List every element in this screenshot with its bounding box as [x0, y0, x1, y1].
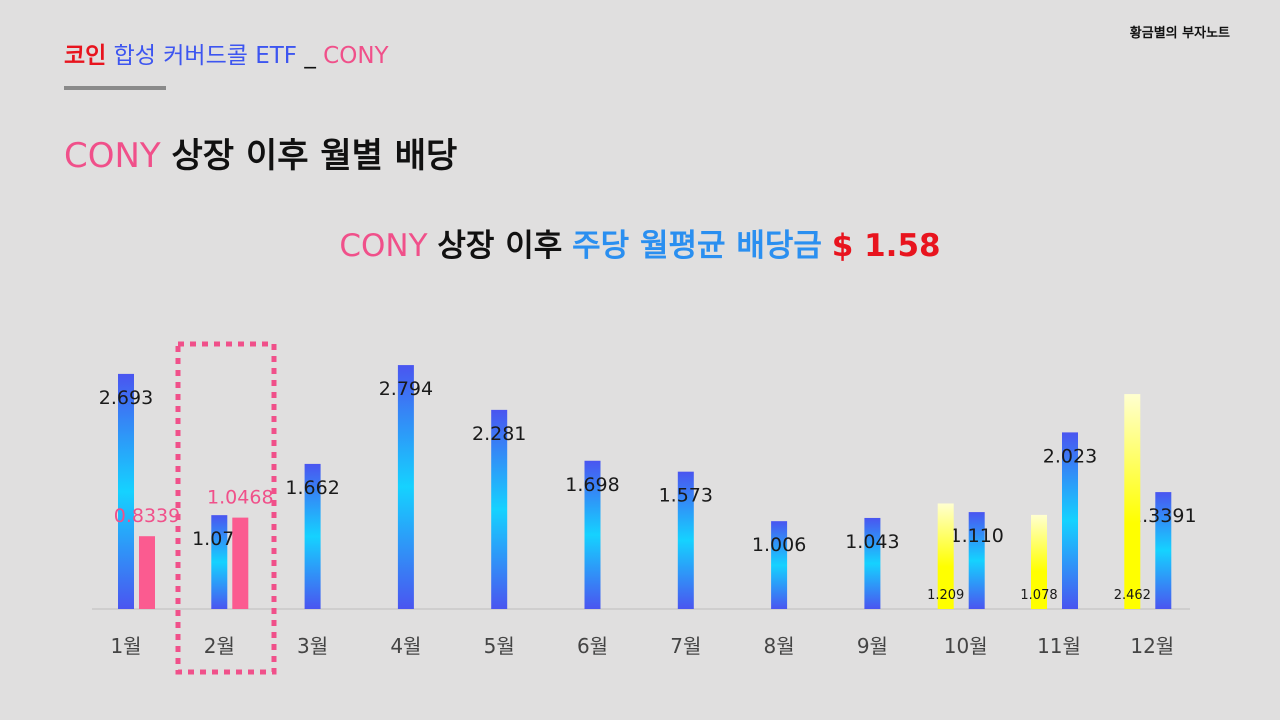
bar-primary	[1155, 492, 1172, 609]
bar-primary	[968, 512, 985, 609]
bar-tertiary	[1031, 514, 1047, 609]
bar-primary	[1062, 432, 1078, 609]
data-label-secondary: 1.0468	[207, 487, 273, 509]
x-tick-label: 10월	[944, 634, 988, 658]
data-label-tertiary: 1.078	[1020, 588, 1057, 603]
data-label-primary: 2.693	[99, 387, 153, 409]
header-title-coin: 코인	[64, 43, 107, 69]
bar-primary	[211, 515, 228, 609]
data-label-primary: 2.794	[379, 378, 433, 400]
page-title: CONY 상장 이후 월별 배당	[64, 128, 457, 177]
bar-secondary	[232, 517, 249, 609]
bar-primary	[397, 365, 414, 609]
bar-tertiary	[1124, 394, 1141, 609]
header-divider	[64, 86, 166, 90]
highlight-box	[175, 341, 277, 675]
bar-secondary	[139, 536, 155, 609]
bar-primary	[771, 521, 788, 609]
chart-title: CONY 상장 이후 주당 월평균 배당금 $ 1.58	[0, 220, 1280, 265]
x-tick-label: 12월	[1130, 634, 1174, 658]
bar-primary	[864, 517, 881, 609]
data-label-tertiary: 1.209	[927, 588, 964, 603]
data-label-tertiary: 2.462	[1114, 588, 1151, 603]
chart-title-value: $ 1.58	[831, 228, 941, 264]
x-tick-label: 2월	[204, 634, 235, 658]
header-title-separator: _	[304, 43, 316, 69]
bar-primary	[118, 373, 134, 609]
data-label-primary: 1.110	[949, 525, 1003, 547]
data-label-primary: 1.662	[285, 477, 339, 499]
data-label-primary: 2.023	[1043, 445, 1097, 467]
x-tick-label: 6월	[577, 634, 608, 658]
page-title-ticker: CONY	[64, 136, 161, 176]
x-tick-label: 1월	[110, 634, 141, 658]
data-label-primary: 1.573	[659, 485, 713, 507]
bar-primary	[304, 463, 321, 609]
x-tick-label: 4월	[390, 634, 421, 658]
chart-title-metric: 주당 월평균 배당금	[572, 228, 822, 264]
x-tick-label: 5월	[484, 634, 515, 658]
x-tick-label: 9월	[857, 634, 888, 658]
data-label-primary: 1.043	[845, 531, 899, 553]
x-tick-label: 7월	[670, 634, 701, 658]
chart-title-ticker: CONY	[339, 228, 428, 264]
x-tick-label: 8월	[764, 634, 795, 658]
x-tick-label: 3월	[297, 634, 328, 658]
data-label-secondary: 0.8339	[114, 505, 180, 527]
brand-label: 황금별의 부자노트	[1129, 26, 1230, 41]
data-label-primary: 1.006	[752, 534, 806, 556]
x-tick-label: 11월	[1037, 634, 1081, 658]
bar-primary	[677, 471, 694, 609]
data-label-primary: 1.698	[565, 474, 619, 496]
header-title-ticker: CONY	[323, 43, 389, 69]
bar-primary	[491, 409, 508, 609]
header-title-etf: 합성 커버드콜 ETF	[113, 43, 298, 69]
header-title: 코인 합성 커버드콜 ETF _ CONY	[64, 36, 389, 70]
page-title-text: 상장 이후 월별 배당	[171, 136, 458, 176]
bar-primary	[584, 460, 601, 609]
chart-title-listing: 상장 이후	[437, 228, 563, 264]
data-label-primary: 2.281	[472, 423, 526, 445]
bar-tertiary	[937, 503, 954, 609]
data-label-primary: 1.3391	[1130, 505, 1196, 527]
